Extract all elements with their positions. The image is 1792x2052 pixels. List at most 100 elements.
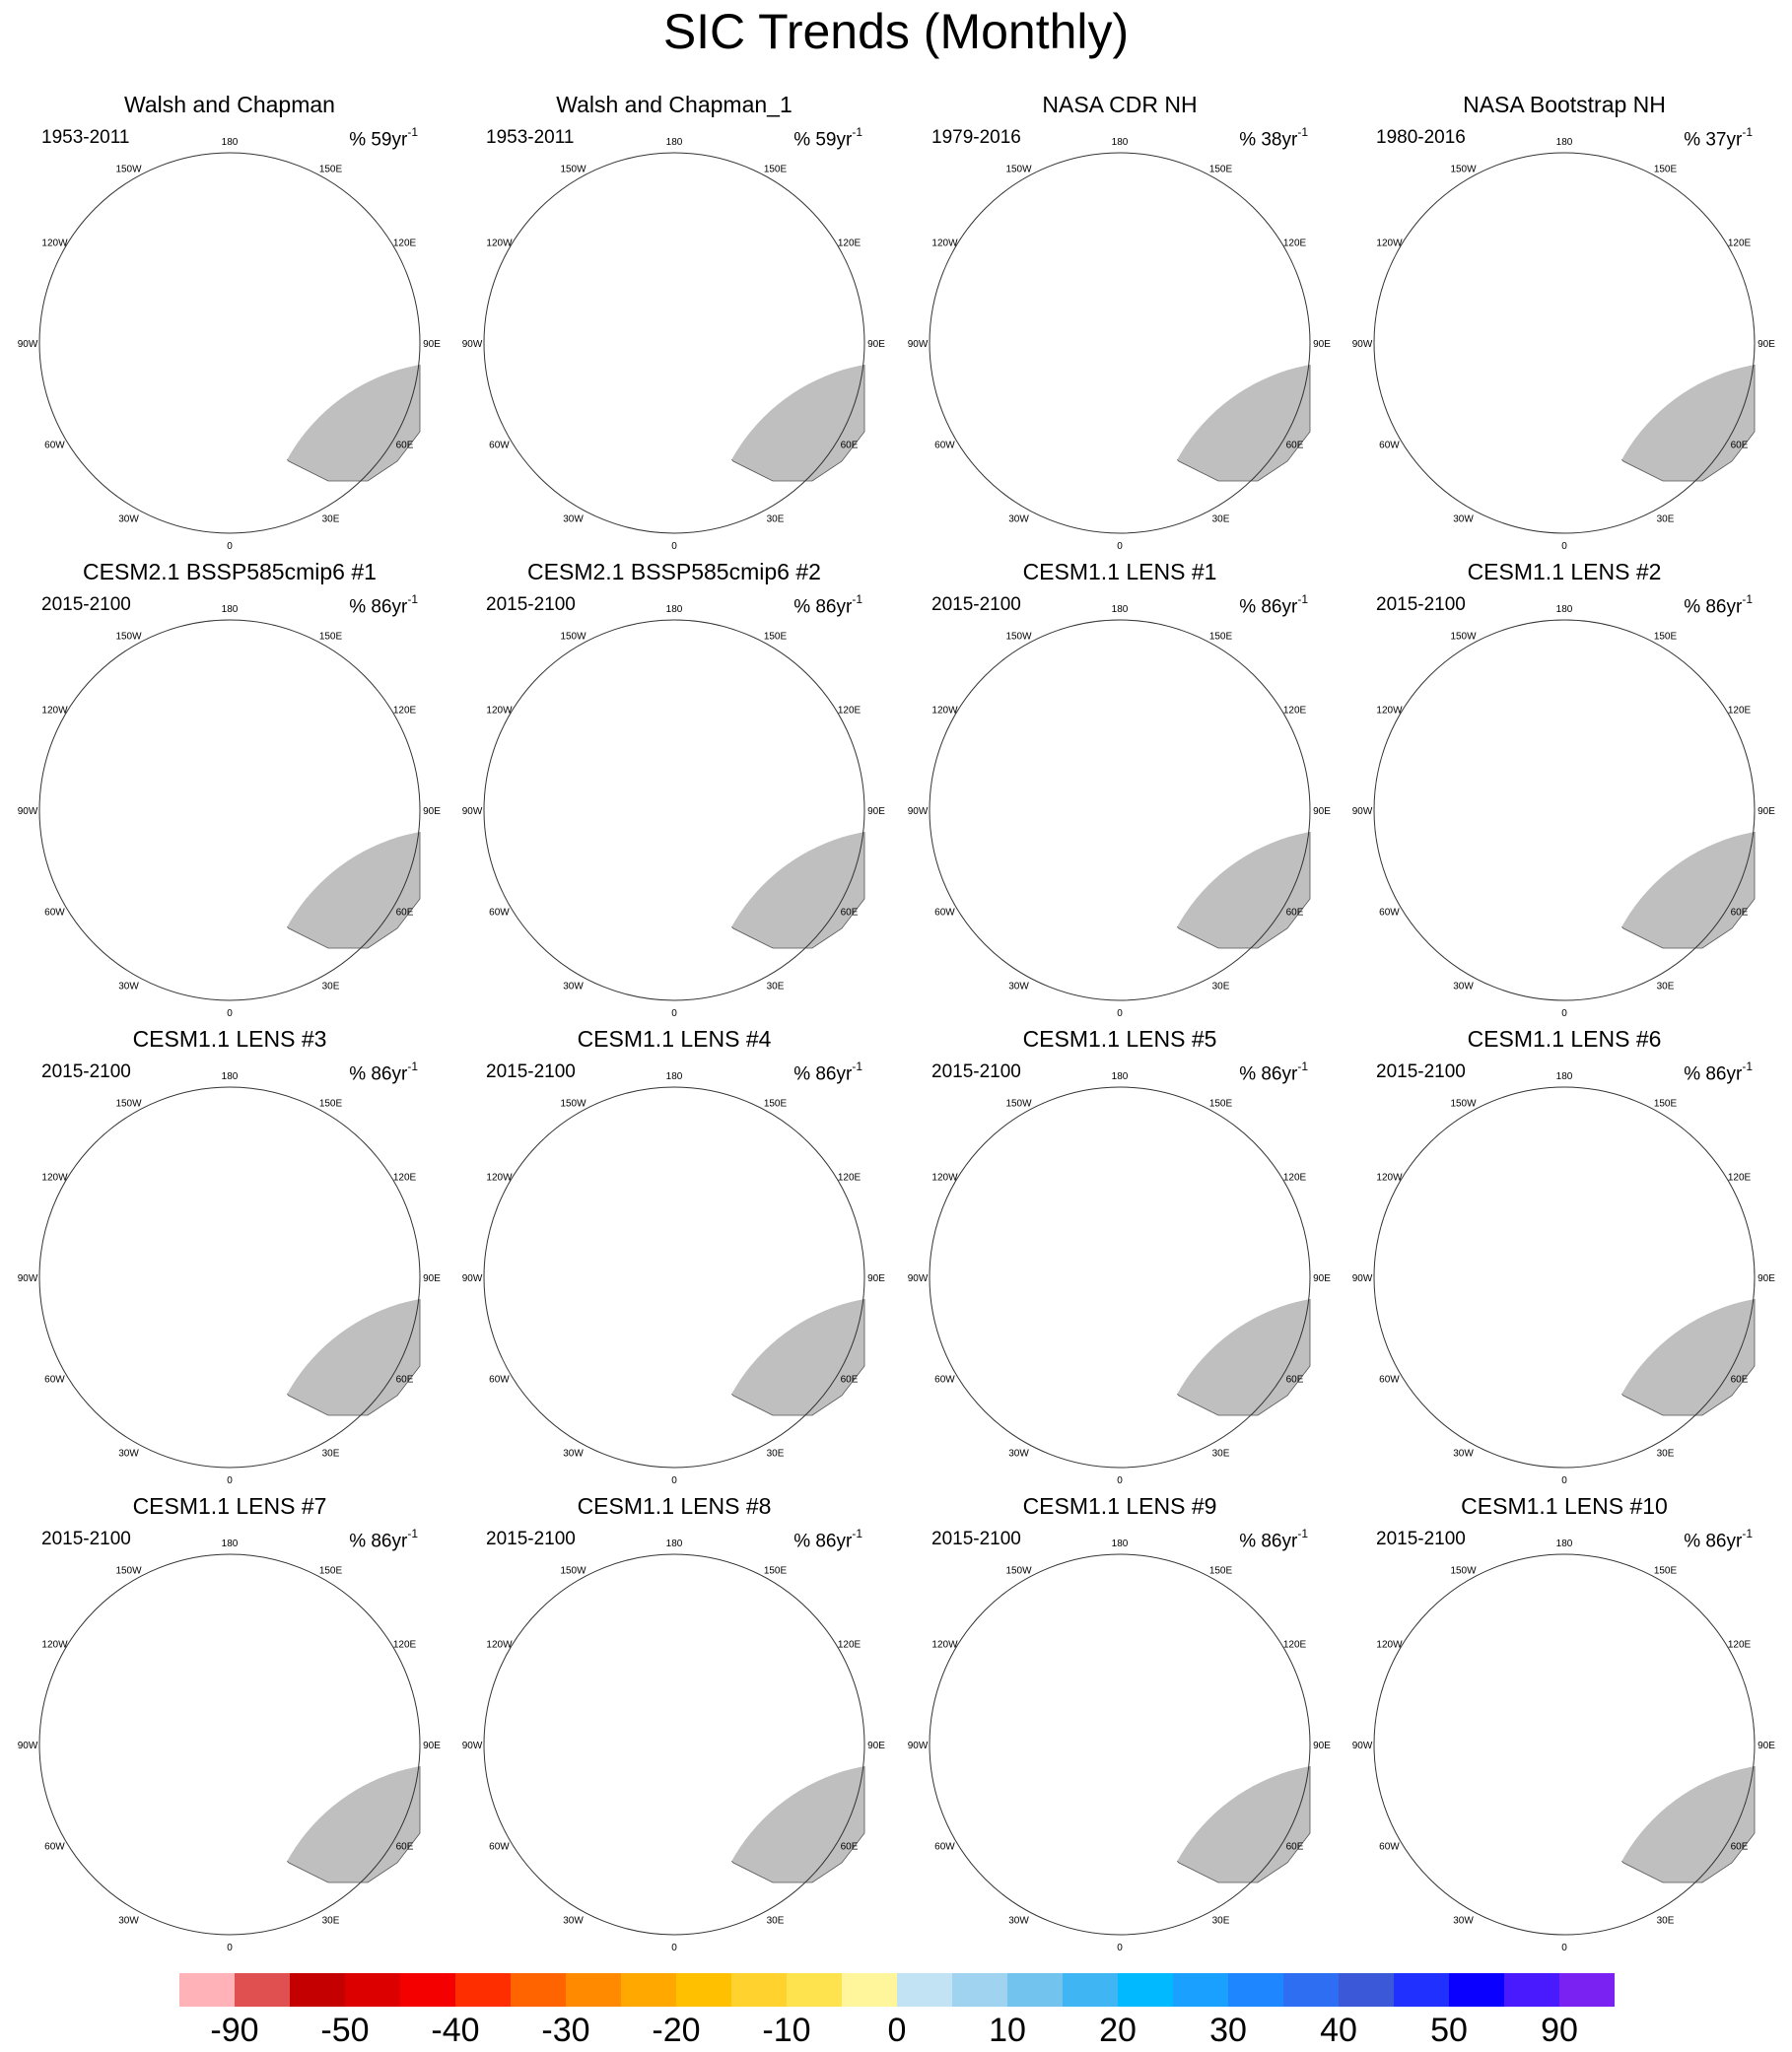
polar-map: 180 150W 150E 120W 120E 90W 90E 60W 60E 30W 30E 0 — [462, 137, 886, 552]
panel-rate-unit: % 86yr-1 — [1239, 1524, 1308, 1553]
colorbar-swatch — [1007, 1973, 1064, 2007]
longitude-label: 30W — [563, 1449, 584, 1460]
colorbar-swatch — [455, 1973, 512, 2007]
panel-year-range: 2015-2100 — [41, 1529, 131, 1549]
longitude-label: 0 — [1561, 1008, 1567, 1019]
longitude-label: 0 — [1117, 1475, 1123, 1486]
colorbar-swatch — [290, 1973, 346, 2007]
longitude-label: 60E — [841, 1375, 859, 1386]
map-panel: Walsh and Chapman_1 1953-2011% 59yr-1 180 1… — [450, 91, 898, 554]
longitude-label: 30W — [118, 1916, 139, 1927]
map-boundary — [1373, 1086, 1756, 1469]
longitude-label: 30E — [767, 982, 785, 992]
longitude-label: 30E — [1657, 514, 1675, 525]
longitude-label: 30W — [1008, 1916, 1029, 1927]
longitude-label: 30W — [563, 982, 584, 992]
longitude-label: 120W — [486, 239, 513, 249]
longitude-label: 90W — [1352, 339, 1373, 350]
panel-title: CESM2.1 BSSP585cmip6 #1 — [83, 559, 377, 584]
longitude-label: 60E — [841, 1842, 859, 1853]
longitude-label: 30E — [322, 982, 340, 992]
panel-rate-unit: % 86yr-1 — [793, 1057, 862, 1086]
longitude-label: 0 — [1117, 1943, 1123, 1953]
longitude-label: 150E — [1654, 1098, 1678, 1109]
longitude-label: 90W — [908, 339, 929, 350]
map-boundary — [929, 1086, 1311, 1469]
longitude-label: 120W — [931, 239, 958, 249]
map-panel: NASA Bootstrap NH 1980-2016 % 37yr-1 180 150… — [1341, 91, 1788, 554]
longitude-label: 150E — [319, 164, 343, 174]
colorbar-tick-label: 0 — [887, 2012, 907, 2049]
map-boundary — [929, 1553, 1311, 1936]
longitude-label: 90W — [908, 1273, 929, 1284]
colorbar-tick-label: -40 — [431, 2012, 480, 2049]
longitude-label: 150W — [560, 1565, 586, 1576]
panel-rate-unit: % 86yr-1 — [1239, 589, 1308, 619]
longitude-label: 0 — [1561, 1475, 1567, 1486]
panel-rate-exponent: -1 — [1742, 1527, 1753, 1540]
panel-title: CESM1.1 LENS #5 — [1022, 1026, 1217, 1052]
map-boundary — [483, 1553, 865, 1936]
longitude-label: 60E — [1286, 1375, 1304, 1386]
longitude-label: 150E — [764, 164, 788, 174]
colorbar-swatch — [511, 1973, 567, 2007]
panel-rate-unit: % 86yr-1 — [349, 1057, 418, 1086]
panel-year-range: 2015-2100 — [931, 594, 1021, 615]
longitude-label: 150W — [560, 631, 586, 642]
colorbar-swatch — [1228, 1973, 1284, 2007]
panel-year-range: 2015-2100 — [41, 1061, 131, 1082]
map-panel: CESM1.1 LENS #7 2015-2100% 86yr-1 180 150W 1… — [6, 1492, 453, 1955]
longitude-label: 30W — [118, 1449, 139, 1460]
longitude-label: 150E — [319, 1098, 343, 1109]
longitude-label: 60W — [489, 1842, 510, 1853]
longitude-label: 120E — [1283, 1640, 1307, 1651]
panel-rate-exponent: -1 — [407, 592, 418, 606]
panel-year-range: 2015-2100 — [486, 594, 576, 615]
longitude-label: 120W — [41, 706, 68, 717]
map-boundary — [483, 619, 865, 1001]
colorbar-swatch — [731, 1973, 788, 2007]
panel-rate-exponent: -1 — [407, 1527, 418, 1540]
polar-map: 180 150W 150E 120W 120E 90W 90E 60W 60E 30W 30E 0 — [908, 137, 1332, 552]
panel-rate-text: % 86yr — [1684, 1063, 1743, 1085]
longitude-label: 150E — [764, 631, 788, 642]
longitude-label: 30W — [118, 514, 139, 525]
longitude-label: 150W — [1005, 164, 1032, 174]
longitude-label: 60E — [396, 1375, 414, 1386]
panel-rate-unit: % 59yr-1 — [793, 122, 862, 152]
longitude-label: 90E — [867, 1741, 885, 1751]
map-panel: CESM1.1 LENS #10 2015-2100 % 86yr-1 180 150W… — [1341, 1492, 1788, 1955]
longitude-label: 60W — [44, 441, 65, 451]
colorbar-labels: -90 -50 -40 -30 -20 -10 0 10 20 30 40 50 90 — [0, 2011, 1792, 2052]
panel-rate-text: % 86yr — [1684, 596, 1743, 618]
colorbar-swatch — [1394, 1973, 1450, 2007]
map-panel: NASA CDR NH 1979-2016% 38yr-1 180 150W 150E 1… — [896, 91, 1344, 554]
panel-rate-text: % 86yr — [349, 596, 408, 618]
colorbar-swatch — [1063, 1973, 1119, 2007]
colorbar-swatch — [952, 1973, 1008, 2007]
longitude-label: 150E — [1209, 631, 1233, 642]
panel-rate-unit: % 86yr-1 — [1684, 1057, 1753, 1086]
longitude-label: 120E — [838, 1640, 862, 1651]
colorbar-swatch — [566, 1973, 622, 2007]
panel-rate-text: % 86yr — [793, 596, 853, 618]
longitude-label: 180 — [666, 137, 683, 148]
panel-year-range: 2015-2100 — [1376, 594, 1466, 615]
longitude-label: 60W — [44, 1375, 65, 1386]
polar-map: 180 150W 150E 120W 120E 90W 90E 60W 60E 30W 30E 0 — [462, 604, 886, 1019]
longitude-label: 120W — [41, 1173, 68, 1184]
panel-year-range: 1953-2011 — [486, 127, 575, 148]
panel-rate-unit: % 86yr-1 — [349, 1524, 418, 1553]
longitude-label: 120W — [486, 706, 513, 717]
panel-title: CESM1.1 LENS #7 — [132, 1493, 327, 1519]
longitude-label: 180 — [666, 1071, 683, 1082]
colorbar-swatch — [1504, 1973, 1560, 2007]
longitude-label: 60W — [1379, 441, 1400, 451]
longitude-label: 30E — [767, 514, 785, 525]
panel-rate-unit: % 37yr-1 — [1684, 122, 1753, 152]
longitude-label: 120W — [1376, 706, 1403, 717]
panel-rate-text: % 59yr — [793, 129, 853, 151]
map-panel: CESM1.1 LENS #2 2015-2100% 86yr-1 180 150W 1… — [1341, 558, 1788, 1021]
panel-title: CESM1.1 LENS #10 — [1461, 1493, 1668, 1519]
panel-rate-unit: % 38yr-1 — [1239, 122, 1308, 152]
